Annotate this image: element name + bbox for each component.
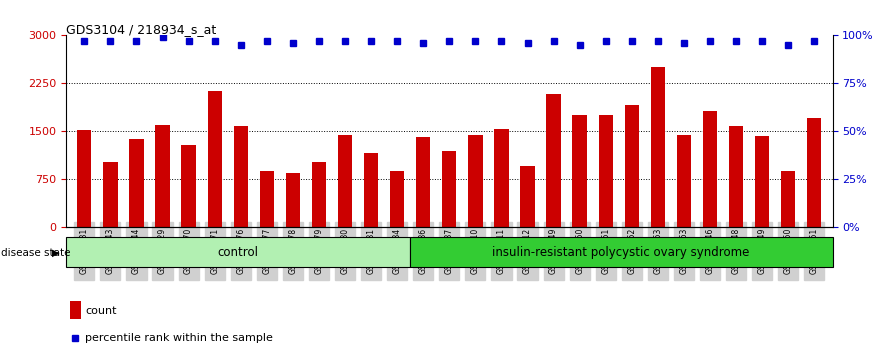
- Bar: [260, 171, 274, 227]
- Bar: [442, 152, 456, 227]
- Bar: [66, 237, 410, 267]
- Bar: [181, 145, 196, 227]
- Text: GDS3104 / 218934_s_at: GDS3104 / 218934_s_at: [66, 23, 217, 36]
- Text: count: count: [85, 306, 117, 316]
- Bar: [521, 166, 535, 227]
- Bar: [573, 115, 587, 227]
- Bar: [677, 136, 691, 227]
- Bar: [285, 173, 300, 227]
- Text: insulin-resistant polycystic ovary syndrome: insulin-resistant polycystic ovary syndr…: [492, 246, 750, 259]
- Bar: [78, 130, 92, 227]
- Bar: [781, 171, 796, 227]
- Bar: [103, 161, 117, 227]
- Bar: [155, 125, 170, 227]
- Bar: [337, 136, 352, 227]
- Text: disease state: disease state: [1, 248, 70, 258]
- Bar: [598, 115, 613, 227]
- Bar: [312, 162, 326, 227]
- Bar: [130, 139, 144, 227]
- Bar: [807, 118, 821, 227]
- Bar: [729, 126, 744, 227]
- Bar: [625, 105, 639, 227]
- Bar: [410, 237, 833, 267]
- Bar: [651, 67, 665, 227]
- Bar: [468, 136, 483, 227]
- Bar: [416, 137, 431, 227]
- Bar: [546, 94, 561, 227]
- Bar: [494, 129, 508, 227]
- Bar: [390, 171, 404, 227]
- Text: control: control: [218, 246, 258, 259]
- Bar: [208, 91, 222, 227]
- Bar: [364, 153, 378, 227]
- Bar: [233, 126, 248, 227]
- Bar: [70, 301, 81, 319]
- Text: percentile rank within the sample: percentile rank within the sample: [85, 333, 273, 343]
- Text: ▶: ▶: [52, 248, 60, 258]
- Bar: [703, 110, 717, 227]
- Bar: [755, 136, 769, 227]
